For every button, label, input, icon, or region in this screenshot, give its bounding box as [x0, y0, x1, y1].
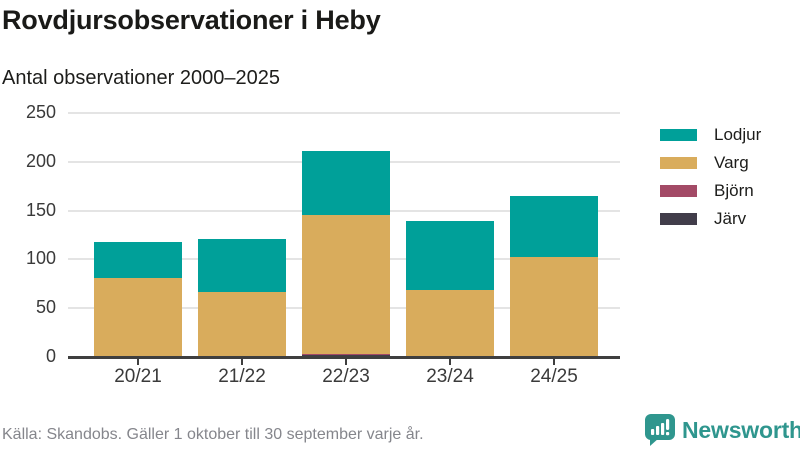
speech-bubble-chart-icon	[645, 414, 675, 446]
legend-label: Varg	[714, 153, 749, 172]
legend-item-varg: Varg	[660, 153, 761, 172]
plot-area	[68, 112, 620, 357]
bar-segment-varg	[198, 291, 286, 357]
bar-22-23	[302, 151, 390, 357]
y-axis-label: 200	[25, 150, 56, 171]
bar-segment-varg	[406, 289, 494, 357]
newsworthy-logo: Newsworthy	[645, 414, 800, 446]
bar-segment-lodjur	[94, 241, 182, 278]
y-axis-label: 150	[25, 199, 56, 220]
bar-segment-lodjur	[510, 195, 598, 258]
legend: Lodjur Varg Björn Järv	[660, 125, 762, 241]
legend-swatch	[660, 185, 697, 197]
bar-23-24	[406, 221, 494, 357]
legend-swatch	[660, 213, 697, 225]
x-tick	[137, 359, 139, 365]
x-axis-line	[68, 356, 620, 359]
x-tick	[241, 359, 243, 365]
bar-24-25	[510, 195, 598, 357]
legend-swatch	[660, 129, 697, 141]
x-axis-label: 20/21	[114, 366, 162, 387]
x-axis-label: 23/24	[426, 366, 474, 387]
legend-item-bj-rn: Björn	[660, 181, 761, 200]
legend-item-lodjur: Lodjur	[660, 125, 762, 144]
legend-label: Lodjur	[714, 125, 762, 144]
bar-segment-varg	[94, 277, 182, 357]
y-axis-label: 250	[25, 102, 56, 122]
y-axis-label: 50	[35, 297, 56, 318]
legend-swatch	[660, 157, 697, 169]
bar-segment-lodjur	[406, 221, 494, 290]
chart-subtitle: Antal observationer 2000–2025	[2, 67, 280, 89]
x-axis-label: 21/22	[218, 366, 266, 387]
gridline	[68, 112, 620, 114]
x-tick	[449, 359, 451, 365]
bar-segment-varg	[510, 257, 598, 357]
bar-20-21	[94, 241, 182, 357]
bar-segment-lodjur	[302, 151, 390, 215]
x-axis-label: 24/25	[530, 366, 578, 387]
newsworthy-wordmark: Newsworthy	[682, 416, 800, 443]
bar-21-22	[198, 238, 286, 357]
y-axis-label: 0	[45, 346, 56, 366]
x-axis-label: 22/23	[322, 366, 370, 387]
page-title: Rovdjursobservationer i Heby	[2, 5, 381, 35]
x-tick	[553, 359, 555, 365]
legend-label: Järv	[714, 209, 747, 228]
y-axis-label: 100	[25, 248, 56, 269]
bar-segment-bj-rn	[302, 354, 390, 356]
source-note: Källa: Skandobs. Gäller 1 oktober till 3…	[2, 426, 424, 443]
legend-item-j-rv: Järv	[660, 209, 761, 228]
legend-label: Björn	[714, 181, 754, 200]
bar-segment-varg	[302, 214, 390, 355]
bar-segment-lodjur	[198, 238, 286, 292]
x-tick	[345, 359, 347, 365]
